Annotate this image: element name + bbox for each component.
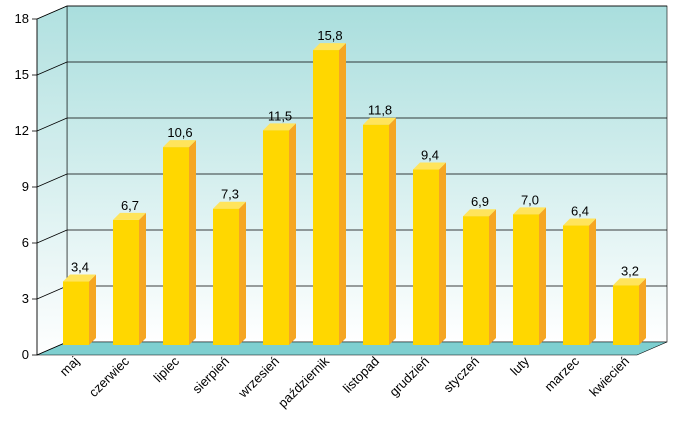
x-tick-label: styczeń <box>440 354 482 396</box>
data-label: 6,9 <box>471 194 489 209</box>
data-label: 11,5 <box>268 108 292 123</box>
gridline-side <box>36 173 68 188</box>
data-label: 7,3 <box>221 187 239 202</box>
bar <box>213 201 246 345</box>
x-tick-label: lipiec <box>151 353 183 385</box>
x-tick-label: marzec <box>541 353 582 394</box>
data-label: 9,4 <box>421 148 439 163</box>
bar-top <box>63 274 96 282</box>
x-tick-label: grudzień <box>386 354 432 400</box>
bar-front <box>363 124 389 345</box>
bar-top <box>163 140 196 148</box>
bar-side <box>589 218 596 345</box>
x-tick-label: maj <box>57 353 82 378</box>
bar-top <box>213 201 246 209</box>
bar-top <box>563 218 596 226</box>
data-label: 6,7 <box>121 198 139 213</box>
x-tick-label: październik <box>275 353 332 410</box>
y-tick-label: 9 <box>22 179 29 194</box>
gridline-side <box>36 229 68 244</box>
bar-top <box>263 123 296 131</box>
bar <box>263 123 296 345</box>
bar-front <box>563 225 589 345</box>
bar-front <box>263 130 289 345</box>
y-tick-label: 12 <box>15 123 29 138</box>
bar <box>413 162 446 345</box>
bar-side <box>289 123 296 345</box>
data-label: 3,2 <box>621 263 639 278</box>
bar-top <box>613 278 646 286</box>
x-tick-label: wrzesień <box>235 354 283 402</box>
gridline-side <box>36 117 68 132</box>
y-tick-label: 15 <box>15 67 29 82</box>
x-tick-label: czerwiec <box>86 353 133 400</box>
bar-side <box>639 278 646 345</box>
y-tick-label: 18 <box>15 11 29 26</box>
bar-front <box>613 285 639 345</box>
gridline-side <box>36 341 68 356</box>
bar-front <box>163 147 189 345</box>
bar <box>113 212 146 345</box>
x-tick-label: luty <box>507 353 532 378</box>
bar-side <box>339 43 346 346</box>
bar <box>513 207 546 345</box>
bar-top <box>413 162 446 170</box>
bar <box>563 218 596 345</box>
bar-side <box>389 117 396 345</box>
gridline-side <box>36 5 68 20</box>
bar <box>163 140 196 345</box>
data-label: 7,0 <box>521 192 539 207</box>
data-label: 3,4 <box>71 260 89 275</box>
bar-top <box>363 117 396 125</box>
bar-side <box>189 140 196 345</box>
data-label: 15,8 <box>317 28 342 43</box>
data-label: 10,6 <box>167 125 192 140</box>
y-tick-label: 0 <box>22 347 29 362</box>
data-label: 6,4 <box>571 204 589 219</box>
bar-front <box>63 281 89 345</box>
bar <box>313 43 346 346</box>
bar-front <box>313 50 339 346</box>
bar-side <box>239 201 246 345</box>
bar-front <box>213 208 239 345</box>
bar-top <box>513 207 546 215</box>
bar <box>613 278 646 345</box>
bar-side <box>489 209 496 345</box>
bar-top <box>463 209 496 217</box>
gridline-side <box>36 61 68 76</box>
bar-front <box>113 219 139 345</box>
x-tick-label: listopad <box>340 354 382 396</box>
bar <box>463 209 496 345</box>
bar-side <box>89 274 96 345</box>
bar-side <box>139 212 146 345</box>
bar <box>363 117 396 345</box>
x-tick-label: kwiecień <box>586 354 632 400</box>
bar <box>63 274 96 345</box>
bar-top <box>313 43 346 51</box>
y-tick-label: 3 <box>22 291 29 306</box>
gridline-side <box>36 285 68 300</box>
bar-front <box>463 216 489 345</box>
bar-side <box>539 207 546 345</box>
bar-front <box>513 214 539 345</box>
bar-top <box>113 212 146 220</box>
y-tick-label: 6 <box>22 235 29 250</box>
data-label: 11,8 <box>368 103 392 118</box>
bar-side <box>439 162 446 345</box>
bar-front <box>413 169 439 345</box>
x-tick-label: sierpień <box>189 354 232 397</box>
